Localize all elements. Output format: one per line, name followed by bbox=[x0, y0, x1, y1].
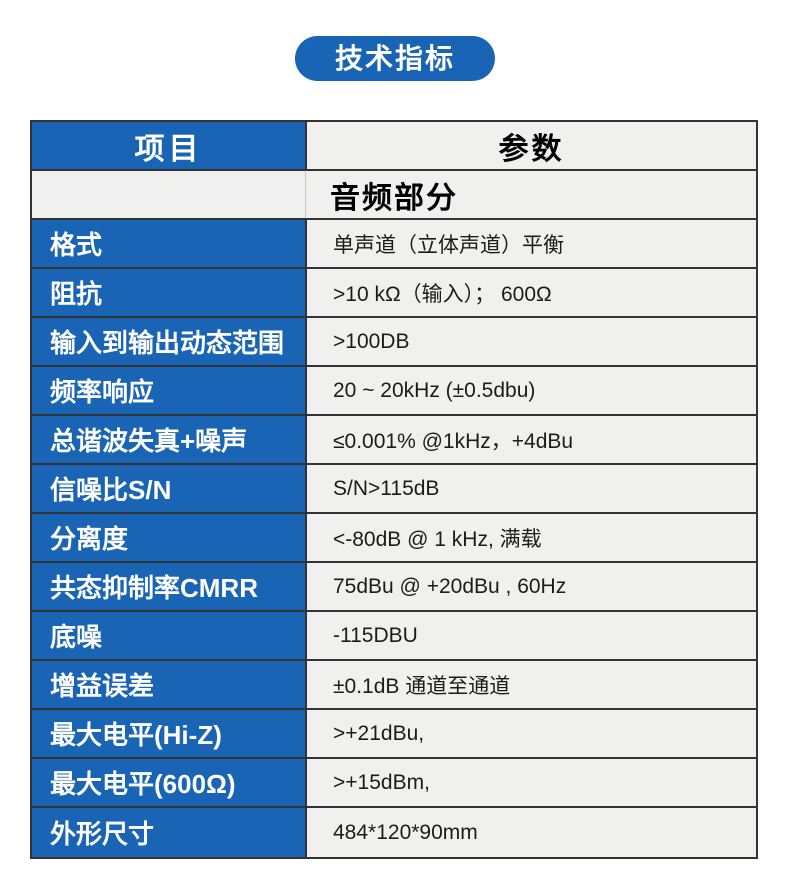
table-row: 外形尺寸 484*120*90mm bbox=[32, 808, 756, 857]
spec-value: >100DB bbox=[307, 318, 756, 365]
spec-value: -115DBU bbox=[307, 612, 756, 659]
table-row: 阻抗 >10 kΩ（输入）； 600Ω bbox=[32, 269, 756, 318]
table-row: 信噪比S/N S/N>115dB bbox=[32, 465, 756, 514]
table-row: 底噪 -115DBU bbox=[32, 612, 756, 661]
spec-label: 共态抑制率CMRR bbox=[32, 563, 307, 610]
table-section-row: 音频部分 bbox=[32, 171, 756, 220]
section-title: 音频部分 bbox=[330, 181, 458, 215]
section-badge: 技术指标 bbox=[294, 36, 496, 81]
spec-label: 信噪比S/N bbox=[32, 465, 307, 512]
spec-label: 阻抗 bbox=[32, 269, 307, 316]
spec-value: ≤0.001% @1kHz，+4dBu bbox=[307, 416, 756, 463]
spec-value: 20 ~ 20kHz (±0.5dbu) bbox=[307, 367, 756, 414]
spec-value: >+21dBu, bbox=[307, 710, 756, 757]
column-divider bbox=[305, 171, 306, 218]
column-header-item: 项目 bbox=[32, 122, 307, 169]
spec-value: ±0.1dB 通道至通道 bbox=[307, 661, 756, 708]
spec-label: 输入到输出动态范围 bbox=[32, 318, 307, 365]
spec-label: 总谐波失真+噪声 bbox=[32, 416, 307, 463]
table-row: 最大电平(Hi-Z) >+21dBu, bbox=[32, 710, 756, 759]
spec-label: 外形尺寸 bbox=[32, 808, 307, 857]
spec-label: 增益误差 bbox=[32, 661, 307, 708]
spec-label: 分离度 bbox=[32, 514, 307, 561]
spec-value: 75dBu @ +20dBu , 60Hz bbox=[307, 563, 756, 610]
spec-value: >+15dBm, bbox=[307, 759, 756, 806]
spec-value: >10 kΩ（输入）； 600Ω bbox=[307, 269, 756, 316]
spec-label: 最大电平(Hi-Z) bbox=[32, 710, 307, 757]
table-row: 分离度 <-80dB @ 1 kHz, 满载 bbox=[32, 514, 756, 563]
table-row: 最大电平(600Ω) >+15dBm, bbox=[32, 759, 756, 808]
table-row: 格式 单声道（立体声道）平衡 bbox=[32, 220, 756, 269]
section-badge-label: 技术指标 bbox=[334, 43, 456, 74]
table-row: 共态抑制率CMRR 75dBu @ +20dBu , 60Hz bbox=[32, 563, 756, 612]
table-row: 输入到输出动态范围 >100DB bbox=[32, 318, 756, 367]
spec-label: 底噪 bbox=[32, 612, 307, 659]
spec-value: 484*120*90mm bbox=[307, 808, 756, 857]
table-row: 总谐波失真+噪声 ≤0.001% @1kHz，+4dBu bbox=[32, 416, 756, 465]
spec-label: 格式 bbox=[32, 220, 307, 267]
table-row: 增益误差 ±0.1dB 通道至通道 bbox=[32, 661, 756, 710]
spec-label: 最大电平(600Ω) bbox=[32, 759, 307, 806]
spec-table: 项目 参数 音频部分 格式 单声道（立体声道）平衡 阻抗 >10 kΩ（输入）；… bbox=[30, 120, 758, 859]
spec-value: <-80dB @ 1 kHz, 满载 bbox=[307, 514, 756, 561]
table-row: 频率响应 20 ~ 20kHz (±0.5dbu) bbox=[32, 367, 756, 416]
column-header-params: 参数 bbox=[307, 122, 756, 169]
spec-value: 单声道（立体声道）平衡 bbox=[307, 220, 756, 267]
spec-value: S/N>115dB bbox=[307, 465, 756, 512]
table-header-row: 项目 参数 bbox=[32, 122, 756, 171]
spec-label: 频率响应 bbox=[32, 367, 307, 414]
